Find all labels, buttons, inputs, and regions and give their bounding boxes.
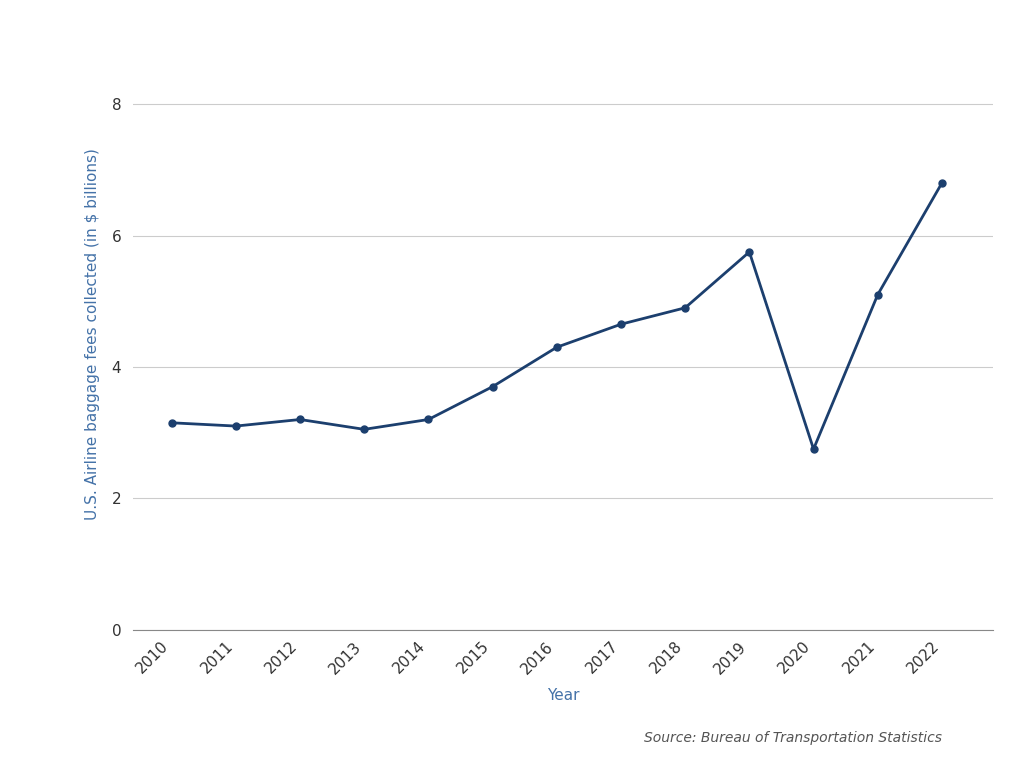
Text: Source: Bureau of Transportation Statistics: Source: Bureau of Transportation Statist… xyxy=(644,731,942,745)
X-axis label: Year: Year xyxy=(547,688,580,703)
Y-axis label: U.S. Airline baggage fees collected (in $ billions): U.S. Airline baggage fees collected (in … xyxy=(85,148,100,520)
